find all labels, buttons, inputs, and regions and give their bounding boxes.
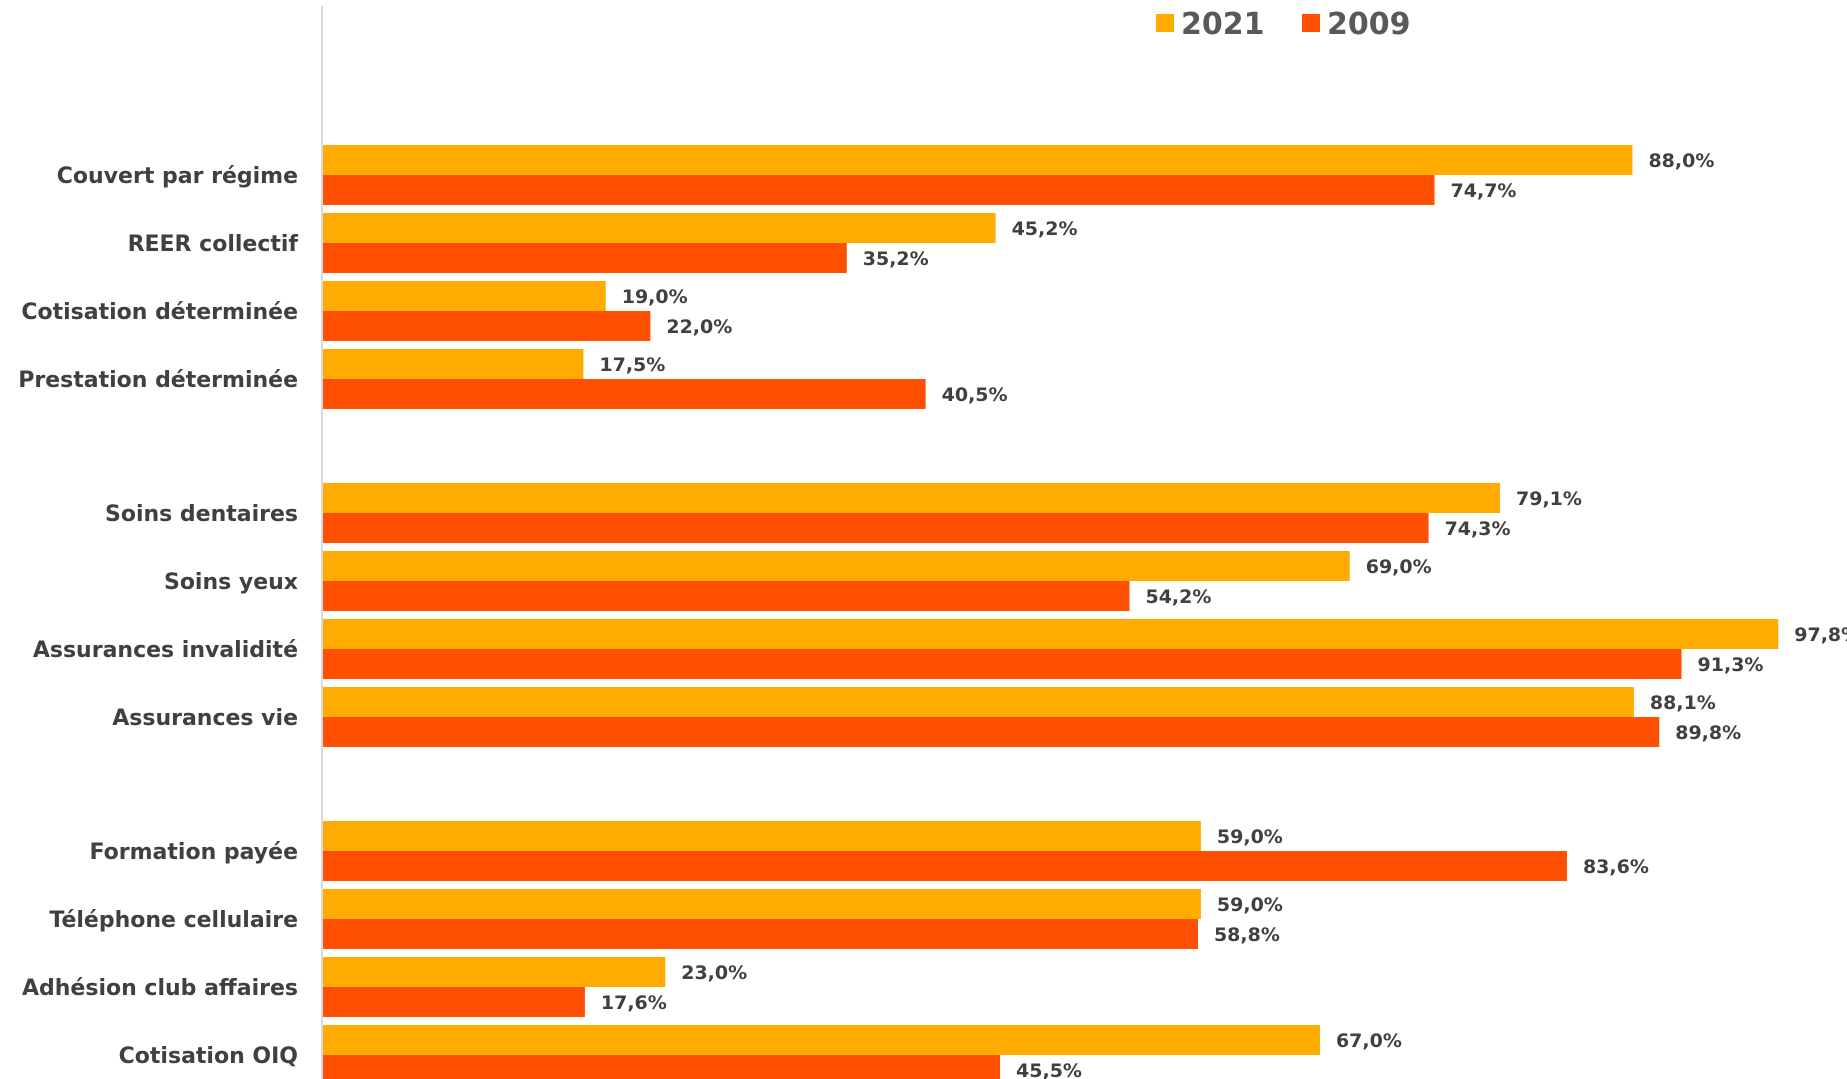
bars <box>323 145 1779 1079</box>
value-label-2021: 67,0% <box>1336 1030 1402 1052</box>
legend-swatch-2021 <box>1156 14 1174 32</box>
category-label: Téléphone cellulaire <box>49 908 298 933</box>
category-label: Prestation déterminée <box>18 368 298 393</box>
category-label: REER collectif <box>128 232 299 257</box>
bar-2009 <box>323 379 926 409</box>
bar-2021 <box>323 281 606 311</box>
value-label-2009: 91,3% <box>1698 654 1764 676</box>
value-label-2009: 45,5% <box>1016 1060 1082 1079</box>
bar-2021 <box>323 619 1779 649</box>
category-label: Soins dentaires <box>105 502 298 527</box>
legend-swatch-2009 <box>1302 14 1320 32</box>
bar-2009 <box>323 311 651 341</box>
value-label-2021: 88,0% <box>1648 150 1714 172</box>
bar-2009 <box>323 581 1130 611</box>
bar-2009 <box>323 851 1567 881</box>
value-label-2009: 74,7% <box>1451 180 1517 202</box>
value-label-2009: 74,3% <box>1445 518 1511 540</box>
bar-2009 <box>323 175 1435 205</box>
bar-2009 <box>323 513 1429 543</box>
category-label: Cotisation OIQ <box>119 1044 298 1069</box>
value-label-2009: 17,6% <box>601 992 667 1014</box>
value-label-2021: 88,1% <box>1650 692 1716 714</box>
value-label-2021: 59,0% <box>1217 826 1283 848</box>
value-label-2021: 59,0% <box>1217 894 1283 916</box>
bar-2021 <box>323 213 996 243</box>
value-label-2009: 58,8% <box>1214 924 1280 946</box>
bar-2021 <box>323 551 1350 581</box>
legend: 2021 2009 <box>1156 7 1411 42</box>
category-label: Cotisation déterminée <box>21 300 298 325</box>
value-label-2009: 83,6% <box>1583 856 1649 878</box>
value-label-2009: 89,8% <box>1675 722 1741 744</box>
bar-2021 <box>323 889 1201 919</box>
category-label: Adhésion club affaires <box>22 976 298 1001</box>
value-label-2009: 54,2% <box>1145 586 1211 608</box>
value-label-2021: 79,1% <box>1516 488 1582 510</box>
category-labels: Couvert par régime REER collectif Cotisati… <box>18 164 298 1069</box>
legend-label-2021: 2021 <box>1181 7 1265 42</box>
value-label-2021: 17,5% <box>599 354 665 376</box>
value-label-2009: 35,2% <box>863 248 929 270</box>
bar-2021 <box>323 349 584 379</box>
value-label-2021: 45,2% <box>1012 218 1078 240</box>
value-label-2021: 69,0% <box>1366 556 1432 578</box>
category-label: Couvert par régime <box>57 164 298 189</box>
value-label-2021: 19,0% <box>622 286 688 308</box>
bar-2021 <box>323 821 1201 851</box>
bar-2009 <box>323 1055 1001 1079</box>
bar-2021 <box>323 1025 1320 1055</box>
value-labels: 88,0% 74,7% 45,2% 35,2% 19,0% 22,0%17,5% 40,5%… <box>599 150 1847 1079</box>
value-label-2021: 97,8% <box>1794 624 1847 646</box>
bar-2021 <box>323 145 1633 175</box>
legend-label-2009: 2009 <box>1327 7 1411 42</box>
bar-2009 <box>323 919 1198 949</box>
bar-2021 <box>323 483 1501 513</box>
category-label: Assurances vie <box>112 706 298 731</box>
value-label-2021: 23,0% <box>681 962 747 984</box>
bar-2009 <box>323 649 1682 679</box>
bar-2009 <box>323 243 847 273</box>
bar-2021 <box>323 687 1634 717</box>
value-label-2009: 22,0% <box>666 316 732 338</box>
value-label-2009: 40,5% <box>942 384 1008 406</box>
bar-2009 <box>323 717 1660 747</box>
bar-2021 <box>323 957 666 987</box>
category-label: Assurances invalidité <box>33 638 298 663</box>
category-label: Soins yeux <box>164 570 298 595</box>
category-label: Formation payée <box>90 840 298 865</box>
bar-2009 <box>323 987 585 1017</box>
